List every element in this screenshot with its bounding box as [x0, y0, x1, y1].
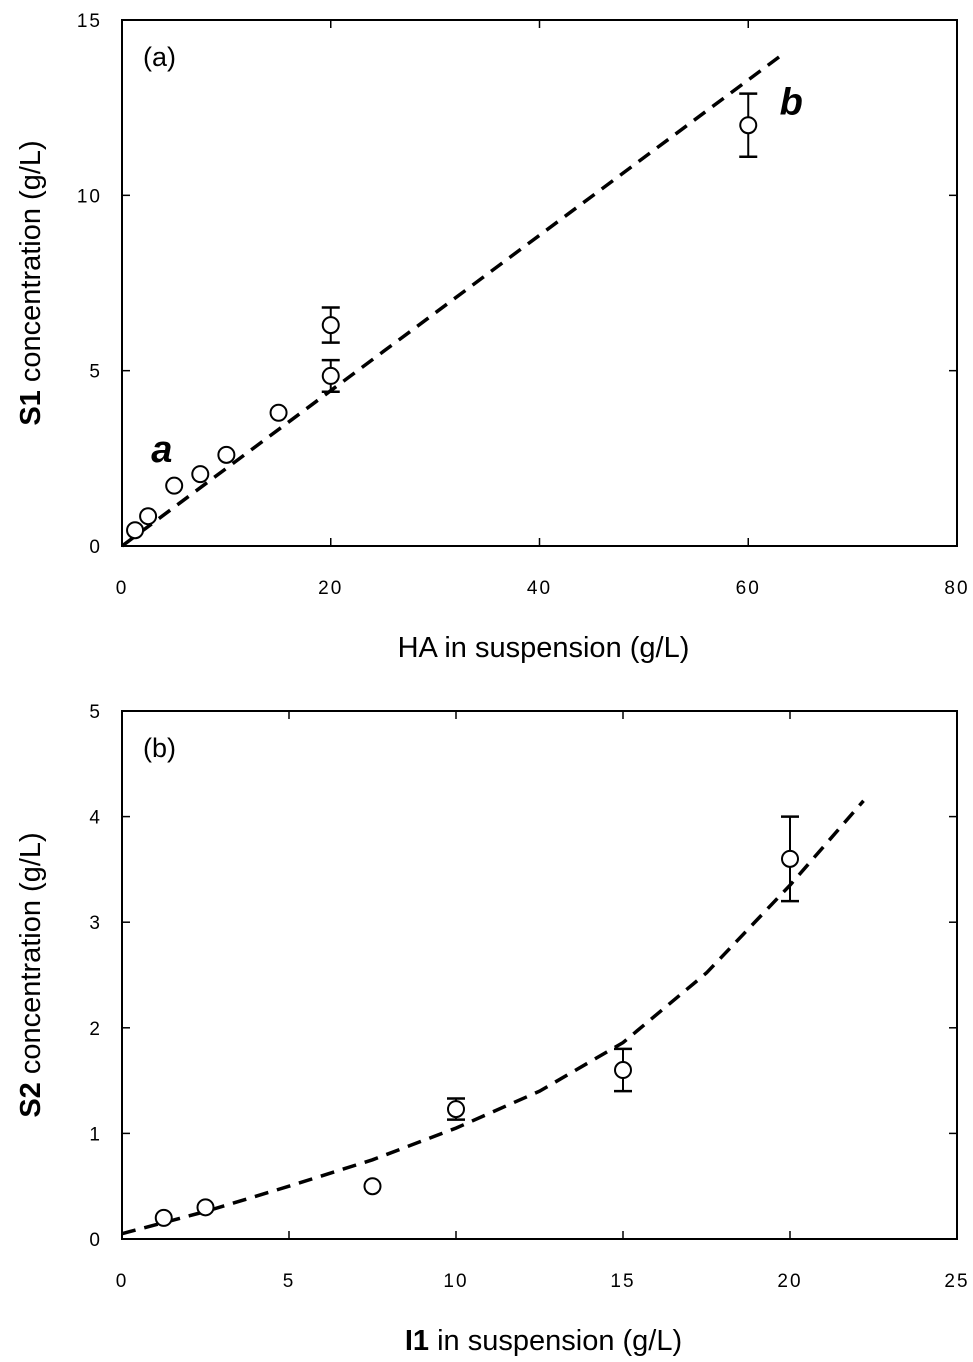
- data-point: [615, 1062, 631, 1078]
- y-tick-label: 3: [89, 913, 102, 934]
- data-point: [271, 405, 287, 421]
- y-tick-label: 5: [89, 702, 102, 723]
- x-tick-label: 10: [443, 1271, 468, 1292]
- annotation-a: a: [151, 429, 172, 471]
- data-point: [198, 1199, 214, 1215]
- y-axis-title-text: concentration (g/L): [15, 832, 47, 1082]
- x-axis-title: HA in suspension (g/L): [398, 632, 690, 664]
- x-tick-label: 20: [318, 578, 343, 599]
- y-axis-title: S1 concentration (g/L): [15, 140, 47, 425]
- y-tick-label: 4: [89, 808, 102, 829]
- chart-panel-a: 0 20 40 60 80 0 5 10 15 a b (a) HA in suspension (g/…: [15, 11, 970, 664]
- annotation-b: b: [780, 82, 803, 124]
- x-tick-label: 0: [116, 1271, 129, 1292]
- x-axis-title-bold: I1: [405, 1325, 429, 1357]
- y-tick-label: 0: [89, 1230, 102, 1251]
- y-tick-label: 1: [89, 1124, 102, 1145]
- data-point: [156, 1210, 172, 1226]
- data-point: [740, 117, 756, 133]
- data-point: [166, 478, 182, 494]
- x-tick-label: 5: [283, 1271, 296, 1292]
- fit-line: [122, 801, 864, 1234]
- y-axis-title-text: concentration (g/L): [15, 140, 47, 390]
- y-tick-label: 10: [77, 186, 102, 207]
- plot-frame: [122, 711, 957, 1239]
- fit-line: [122, 55, 782, 546]
- x-tick-label: 20: [777, 1271, 802, 1292]
- data-point: [192, 466, 208, 482]
- y-tick-label: 0: [89, 537, 102, 558]
- data-point: [218, 447, 234, 463]
- x-tick-label: 0: [116, 578, 129, 599]
- data-point: [365, 1178, 381, 1194]
- data-point: [323, 317, 339, 333]
- y-axis-title: S2 concentration (g/L): [15, 832, 47, 1117]
- x-axis-title-text: HA in suspension (g/L): [398, 632, 690, 664]
- x-tick-label: 80: [944, 578, 969, 599]
- data-point: [140, 508, 156, 524]
- y-tick-label: 2: [89, 1019, 102, 1040]
- chart-panel-b: 0 5 10 15 20 25 0 1 2 3 4 5 (b) I1 in suspension (g/L…: [15, 702, 970, 1357]
- data-point: [323, 368, 339, 384]
- data-point: [782, 851, 798, 867]
- x-tick-label: 25: [944, 1271, 969, 1292]
- x-axis-title: I1 in suspension (g/L): [405, 1325, 682, 1357]
- plot-frame: [122, 20, 957, 546]
- y-axis-title-bold: S2: [15, 1082, 47, 1117]
- y-tick-label: 5: [89, 362, 102, 383]
- y-axis-title-bold: S1: [15, 390, 47, 425]
- x-axis-title-text: in suspension (g/L): [429, 1325, 682, 1357]
- data-point: [127, 522, 143, 538]
- panel-label: (b): [143, 733, 176, 763]
- x-tick-label: 15: [610, 1271, 635, 1292]
- panel-label: (a): [143, 42, 176, 72]
- y-tick-label: 15: [77, 11, 102, 32]
- data-point: [448, 1101, 464, 1117]
- x-tick-label: 40: [527, 578, 552, 599]
- x-tick-label: 60: [736, 578, 761, 599]
